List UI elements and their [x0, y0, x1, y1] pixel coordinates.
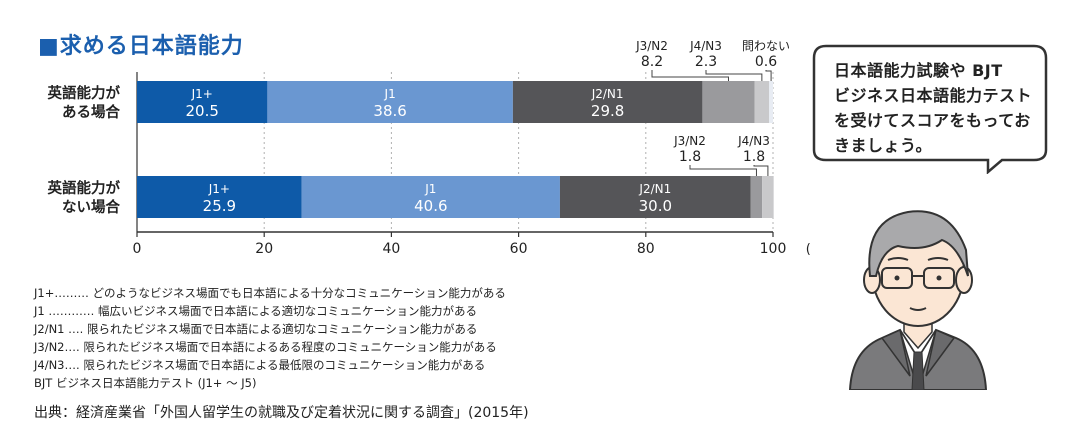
x-tick-label: 80: [637, 241, 655, 257]
bubble-line: きましょう。: [834, 136, 933, 155]
callout-leader-line: [651, 70, 729, 81]
callout-label: J3/N2: [673, 134, 706, 148]
callout-label: J3/N2: [635, 39, 668, 53]
bar-segment: [137, 81, 268, 123]
x-tick-label: 40: [382, 241, 400, 257]
bar-segment: [702, 81, 755, 123]
bar-segment: [750, 176, 763, 218]
x-tick-label: 100: [760, 241, 787, 257]
bar-segment: [301, 176, 560, 218]
bar-segment-label: J2/N1: [591, 87, 624, 101]
callout-leader-line: [753, 165, 769, 176]
bar-segment: [769, 81, 773, 123]
bar-value-label: 25.9: [203, 197, 236, 215]
source-note: 出典：経済産業省「外国人留学生の就職及び定着状況に関する調査」(2015年): [34, 405, 529, 421]
bar-segment-label: J2/N1: [638, 182, 671, 196]
x-tick-label: 60: [510, 241, 528, 257]
bar-segment: [512, 81, 703, 123]
callout-value: 8.2: [641, 54, 663, 70]
speech-bubble-text: 日本語能力試験や BJT ビジネス日本語能力テスト を受けてスコアをもってお き…: [834, 58, 1044, 158]
bar-value-label: 29.8: [591, 102, 624, 120]
x-unit-label: (%): [806, 242, 810, 257]
businessman-illustration: [848, 210, 988, 390]
callout-label: J4/N3: [689, 39, 722, 53]
bar-value-label: 20.5: [185, 102, 218, 120]
callout-leader-line: [705, 70, 763, 81]
bar-segment-label: J1+: [191, 87, 213, 101]
bar-segment: [754, 81, 770, 123]
stacked-bar-chart: 020406080100(%)英語能力がある場合英語能力がない場合J1+20.5…: [48, 39, 811, 257]
definition-j2n1: J2/N1 …. 限られたビジネス場面で日本語による適切なコミュニケーション能力…: [34, 322, 478, 336]
callout-value: 2.3: [695, 54, 717, 70]
callout-label: J4/N3: [737, 134, 770, 148]
x-tick-label: 0: [133, 241, 142, 257]
callout-value: 1.8: [679, 149, 701, 165]
definition-j3n2: J3/N2…. 限られたビジネス場面で日本語によるある程度のコミュニケーション能…: [34, 340, 497, 354]
callout-value: 1.8: [743, 149, 765, 165]
category-label: ある場合: [62, 103, 120, 121]
x-tick-label: 20: [255, 241, 273, 257]
callout-leader-line: [765, 70, 772, 81]
bar-value-label: 30.0: [639, 197, 672, 215]
chart-title: ■求める日本語能力: [38, 34, 244, 59]
definition-j1plus: J1+……… どのようなビジネス場面でも日本語による十分なコミュニケーション能力…: [34, 286, 506, 300]
definition-j1: J1 ………… 幅広いビジネス場面で日本語による適切なコミュニケーション能力があ…: [34, 304, 477, 318]
bar-segment: [559, 176, 751, 218]
definition-j4n3: J4/N3…. 限られたビジネス場面で日本語による最低限のコミュニケーション能力…: [34, 358, 486, 372]
bar-segment-label: J1+: [208, 182, 230, 196]
definition-bjt: BJT ビジネス日本語能力テスト (J1+ 〜 J5): [34, 376, 257, 390]
bar-value-label: 38.6: [373, 102, 406, 120]
bar-segment-label: J1: [384, 87, 396, 101]
bar-segment: [762, 176, 774, 218]
speech-bubble: [812, 44, 1048, 174]
callout-leader-line: [689, 165, 757, 176]
category-label: 英語能力が: [48, 84, 121, 102]
bar-segment: [137, 176, 302, 218]
bubble-line: ビジネス日本語能力テスト: [834, 86, 1033, 105]
bar-value-label: 40.6: [414, 197, 447, 215]
callout-value: 0.6: [755, 54, 777, 70]
bar-segment-label: J1: [424, 182, 436, 196]
level-definitions: J1+……… どのようなビジネス場面でも日本語による十分なコミュニケーション能力…: [34, 284, 506, 392]
category-label: ない場合: [62, 198, 120, 216]
callout-label: 問わない: [742, 39, 790, 53]
bubble-line: を受けてスコアをもってお: [834, 111, 1031, 130]
bubble-line: 日本語能力試験や BJT: [834, 61, 1003, 80]
bar-segment: [267, 81, 513, 123]
category-label: 英語能力が: [48, 179, 121, 197]
